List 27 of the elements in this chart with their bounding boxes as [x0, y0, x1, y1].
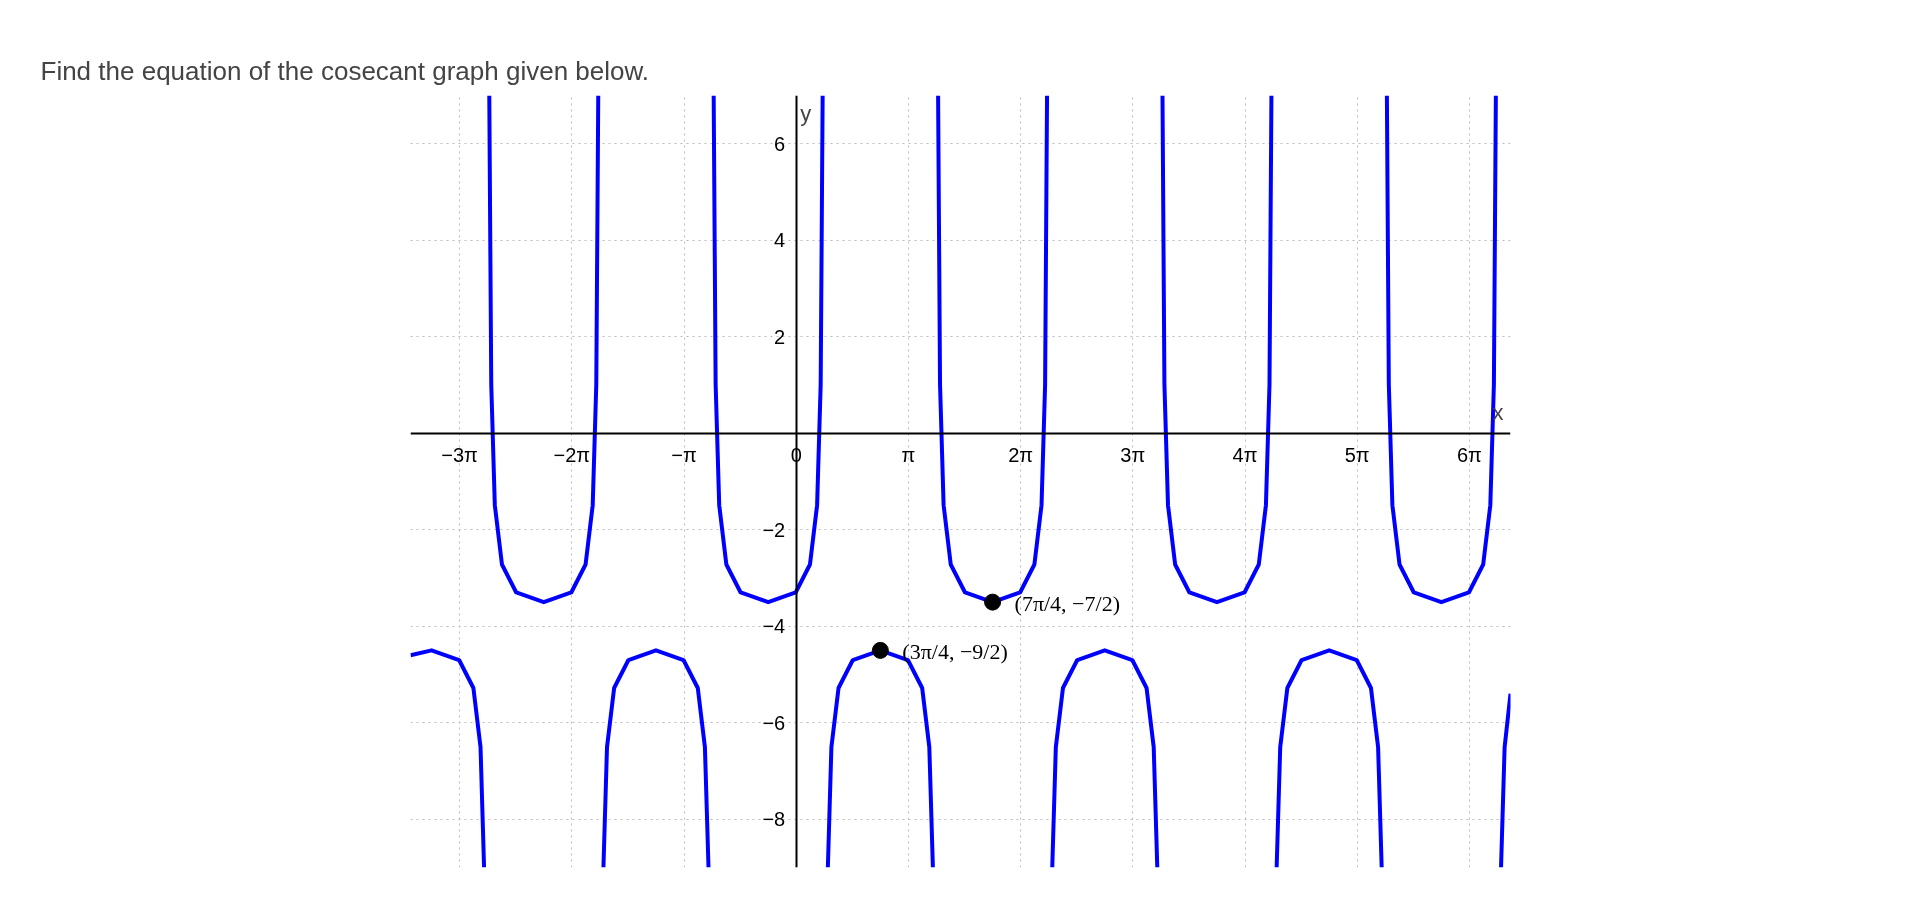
y-tick-label: 2 — [774, 325, 786, 348]
y-axis-title: y — [800, 100, 812, 126]
y-tick-label: −4 — [762, 615, 786, 638]
x-tick-label: π — [901, 444, 916, 467]
annotation: (7π/4, −7/2) — [1014, 591, 1120, 617]
y-tick-label: 4 — [774, 229, 786, 252]
annotation: (3π/4, −9/2) — [902, 639, 1008, 665]
line-series — [487, 95, 601, 605]
line-series — [410, 648, 487, 868]
y-tick-label: −6 — [762, 711, 786, 734]
y-tick-label: 6 — [774, 132, 786, 155]
x-tick-label: 3π — [1120, 444, 1146, 467]
line-series — [711, 95, 825, 605]
x-tick-label: 6π — [1456, 444, 1482, 467]
line-series — [1050, 648, 1160, 868]
x-tick-label: −π — [671, 444, 697, 467]
chart-title: Find the equation of the cosecant graph given below. — [40, 55, 650, 86]
y-tick-label: −8 — [762, 808, 786, 831]
x-tick-label: 5π — [1344, 444, 1370, 467]
x-tick-label: −3π — [441, 444, 478, 467]
x-tick-label: 2π — [1008, 444, 1034, 467]
x-tick-label: −2π — [553, 444, 591, 467]
line-series — [601, 648, 711, 868]
y-tick-label: −2 — [762, 518, 786, 541]
line-series — [1160, 95, 1274, 605]
x-tick-label: 4π — [1232, 444, 1258, 467]
line-series — [1274, 648, 1384, 868]
